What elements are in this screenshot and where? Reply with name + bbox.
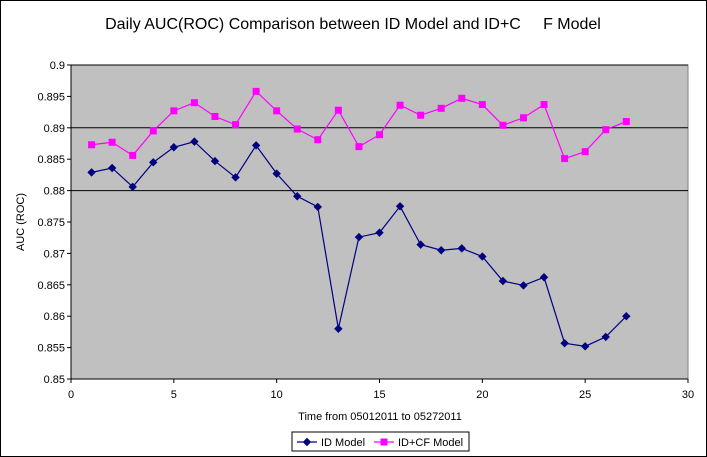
y-tick-label: 0.885 [37, 154, 65, 166]
x-axis-ticks: 0 5 10 15 20 25 30 [68, 379, 694, 401]
data-point [149, 127, 157, 135]
grid-lines [71, 64, 688, 192]
data-point [107, 163, 117, 173]
x-axis-title: Time from 05012011 to 05272011 [298, 411, 462, 423]
x-tick-label: 15 [373, 389, 385, 401]
y-tick-label: 0.86 [44, 311, 65, 323]
data-point [436, 246, 446, 255]
chart-title: Daily AUC(ROC) Comparison between ID Mod… [105, 16, 601, 33]
data-point [334, 324, 343, 333]
y-tick-label: 0.855 [37, 343, 65, 355]
data-point [499, 121, 507, 129]
legend-item: ID Model [297, 437, 365, 449]
data-point [580, 342, 590, 351]
data-point [108, 138, 116, 146]
y-axis-ticks: 0.85 0.855 0.86 0.865 0.87 0.875 0.88 0.885 0.89… [37, 60, 71, 386]
data-point [293, 192, 302, 201]
data-point [581, 148, 589, 156]
data-point [149, 158, 158, 167]
legend-item: ID+CF Model [374, 437, 463, 449]
data-point [519, 281, 528, 290]
data-point [478, 101, 486, 109]
series-layer [87, 87, 631, 351]
data-point [251, 141, 261, 150]
data-point [210, 156, 220, 166]
data-point [519, 114, 527, 122]
y-tick-label: 0.85 [44, 374, 65, 386]
data-point [211, 112, 219, 120]
legend-label: ID Model [321, 437, 365, 449]
y-tick-label: 0.875 [37, 217, 65, 229]
data-point [129, 151, 137, 159]
data-point [458, 94, 466, 102]
y-tick-label: 0.88 [44, 186, 65, 198]
data-point [395, 202, 405, 211]
data-point [602, 126, 610, 134]
data-point [376, 131, 383, 139]
x-tick-label: 5 [171, 389, 177, 401]
y-tick-label: 0.895 [37, 91, 65, 103]
data-point [622, 118, 630, 126]
data-point [87, 168, 96, 177]
data-point [540, 101, 548, 109]
data-point [190, 99, 198, 107]
series-id-model [87, 137, 631, 351]
data-point [478, 252, 487, 261]
data-point [622, 311, 631, 321]
data-point [375, 228, 384, 237]
legend-label: ID+CF Model [398, 437, 463, 449]
legend-marker [380, 438, 388, 446]
data-point [314, 136, 322, 144]
data-point [355, 143, 363, 151]
data-point [539, 273, 549, 282]
plot-area [70, 64, 689, 380]
data-point [417, 111, 425, 119]
y-axis-title: AUC (ROC) [15, 193, 27, 251]
y-tick-label: 0.865 [37, 280, 65, 292]
x-tick-label: 10 [271, 389, 283, 401]
data-point [354, 232, 364, 242]
data-point [437, 104, 445, 112]
data-point [498, 276, 508, 286]
data-point [252, 87, 260, 95]
x-tick-label: 25 [579, 389, 591, 401]
data-point [169, 143, 179, 152]
data-point [128, 182, 137, 192]
data-point [561, 155, 569, 163]
series-id-cf-model [88, 87, 630, 163]
data-point [190, 137, 199, 146]
data-point [273, 107, 281, 115]
data-point [293, 125, 301, 133]
data-point [457, 244, 466, 253]
y-tick-label: 0.89 [44, 123, 65, 135]
data-point [334, 106, 342, 114]
y-tick-label: 0.87 [44, 248, 65, 260]
data-point [416, 240, 425, 249]
data-point [396, 101, 404, 109]
x-tick-label: 20 [476, 389, 488, 401]
data-point [232, 121, 240, 129]
data-point [231, 173, 240, 182]
x-tick-label: 0 [68, 389, 74, 401]
data-point [272, 169, 281, 178]
data-point [313, 202, 323, 212]
legend-marker [302, 437, 312, 447]
data-point [170, 107, 178, 115]
legend: ID Model ID+CF Model [291, 431, 470, 452]
data-point [601, 332, 610, 342]
data-point [88, 141, 96, 149]
y-tick-label: 0.9 [50, 60, 65, 72]
x-tick-label: 30 [682, 389, 694, 401]
data-point [560, 338, 569, 348]
